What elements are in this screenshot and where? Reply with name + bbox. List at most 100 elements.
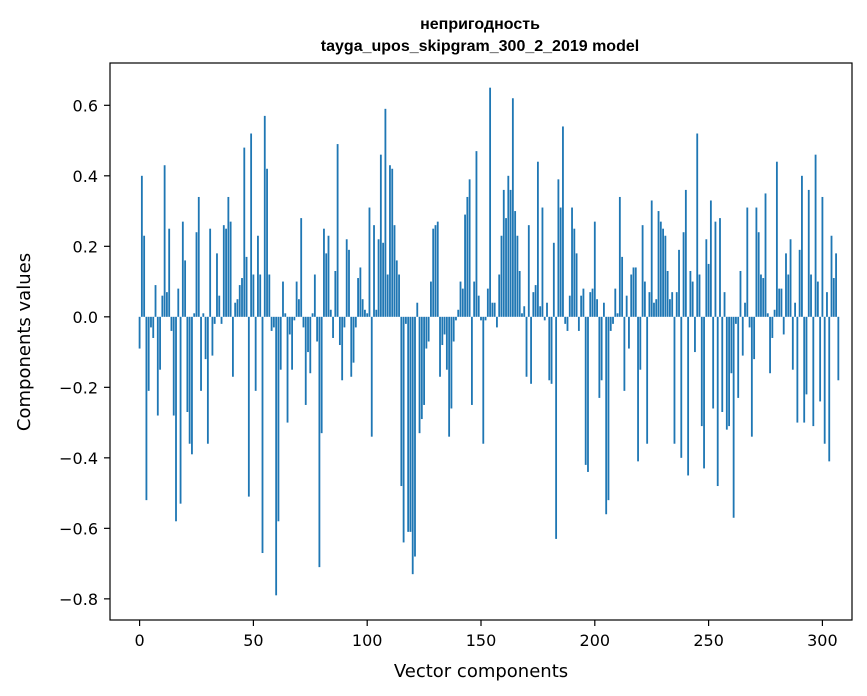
bar — [250, 133, 253, 317]
bar — [227, 196, 230, 317]
bar — [564, 316, 567, 324]
bar — [489, 87, 492, 317]
bar — [225, 228, 227, 317]
bar — [816, 281, 819, 317]
bar — [395, 260, 398, 317]
bar — [450, 316, 453, 409]
bar — [486, 288, 489, 317]
bar — [179, 316, 182, 504]
bar — [603, 302, 605, 317]
bar — [769, 316, 771, 374]
bar — [709, 200, 712, 317]
chart-subtitle: tayga_upos_skipgram_300_2_2019 model — [321, 38, 639, 55]
bar — [557, 179, 560, 317]
bar — [459, 281, 462, 317]
bar — [284, 313, 287, 317]
y-axis-label: Components values — [14, 253, 35, 431]
bar — [648, 292, 651, 317]
bar — [304, 316, 307, 405]
bar — [798, 249, 801, 317]
bar — [744, 302, 746, 317]
bar — [714, 221, 717, 317]
bar — [354, 316, 357, 328]
bar — [391, 168, 394, 317]
bar — [630, 274, 633, 317]
bar — [762, 278, 765, 317]
bar — [147, 316, 150, 391]
bar — [345, 239, 348, 317]
bar — [541, 207, 544, 317]
bar — [805, 316, 808, 395]
bar — [562, 126, 564, 317]
bar — [334, 270, 337, 317]
bar — [780, 288, 783, 317]
bar — [436, 221, 439, 317]
x-tick-label: 300 — [807, 631, 838, 650]
bar — [716, 316, 719, 487]
bar — [220, 316, 223, 324]
bar — [282, 281, 284, 317]
bar — [468, 179, 471, 317]
y-axis-ticks: −0.8 −0.6 −0.4 −0.2 0.0 0.2 0.4 0.6 — [59, 96, 110, 609]
bar — [698, 274, 701, 317]
bar — [550, 316, 553, 384]
x-tick-label: 250 — [693, 631, 724, 650]
bar — [268, 274, 271, 317]
bar — [154, 285, 157, 317]
bar — [582, 288, 585, 317]
bar — [719, 218, 721, 317]
bar — [689, 270, 692, 317]
bar — [163, 165, 166, 317]
bar — [177, 288, 180, 317]
bar — [657, 211, 660, 317]
bar — [336, 144, 339, 317]
bar — [737, 316, 740, 398]
bar — [760, 274, 762, 317]
bar — [204, 316, 207, 360]
bar — [584, 316, 587, 465]
bar — [457, 309, 460, 317]
bar — [735, 316, 737, 324]
bar — [746, 207, 749, 317]
bar — [810, 274, 812, 317]
bar — [691, 281, 694, 317]
bar — [819, 316, 822, 402]
bar — [195, 232, 198, 317]
bar — [539, 306, 542, 317]
bar — [329, 309, 332, 317]
bar — [464, 214, 466, 317]
bar — [794, 302, 797, 317]
y-tick-label: −0.2 — [59, 378, 98, 397]
bar — [593, 221, 596, 317]
bar — [445, 316, 448, 370]
bar — [555, 316, 558, 539]
bar — [835, 253, 837, 317]
bar — [172, 316, 175, 416]
bar — [448, 316, 451, 437]
bar — [498, 274, 501, 317]
bar — [443, 316, 446, 335]
bar — [496, 316, 498, 328]
bar — [257, 235, 259, 317]
bar — [707, 263, 710, 317]
bar — [634, 267, 637, 317]
bar — [546, 302, 548, 317]
bar — [386, 274, 389, 317]
bar — [455, 316, 457, 321]
bar — [559, 207, 562, 317]
bar — [700, 316, 703, 427]
bar — [327, 235, 330, 317]
bar — [165, 292, 168, 317]
bar — [295, 281, 298, 317]
bar — [480, 316, 482, 321]
bar — [826, 292, 828, 317]
bar — [566, 316, 569, 331]
bar — [623, 316, 626, 391]
bar — [475, 151, 478, 317]
bar — [568, 295, 571, 317]
bar — [587, 316, 589, 472]
bar — [678, 249, 680, 317]
bar — [338, 316, 341, 346]
bar — [778, 288, 781, 317]
